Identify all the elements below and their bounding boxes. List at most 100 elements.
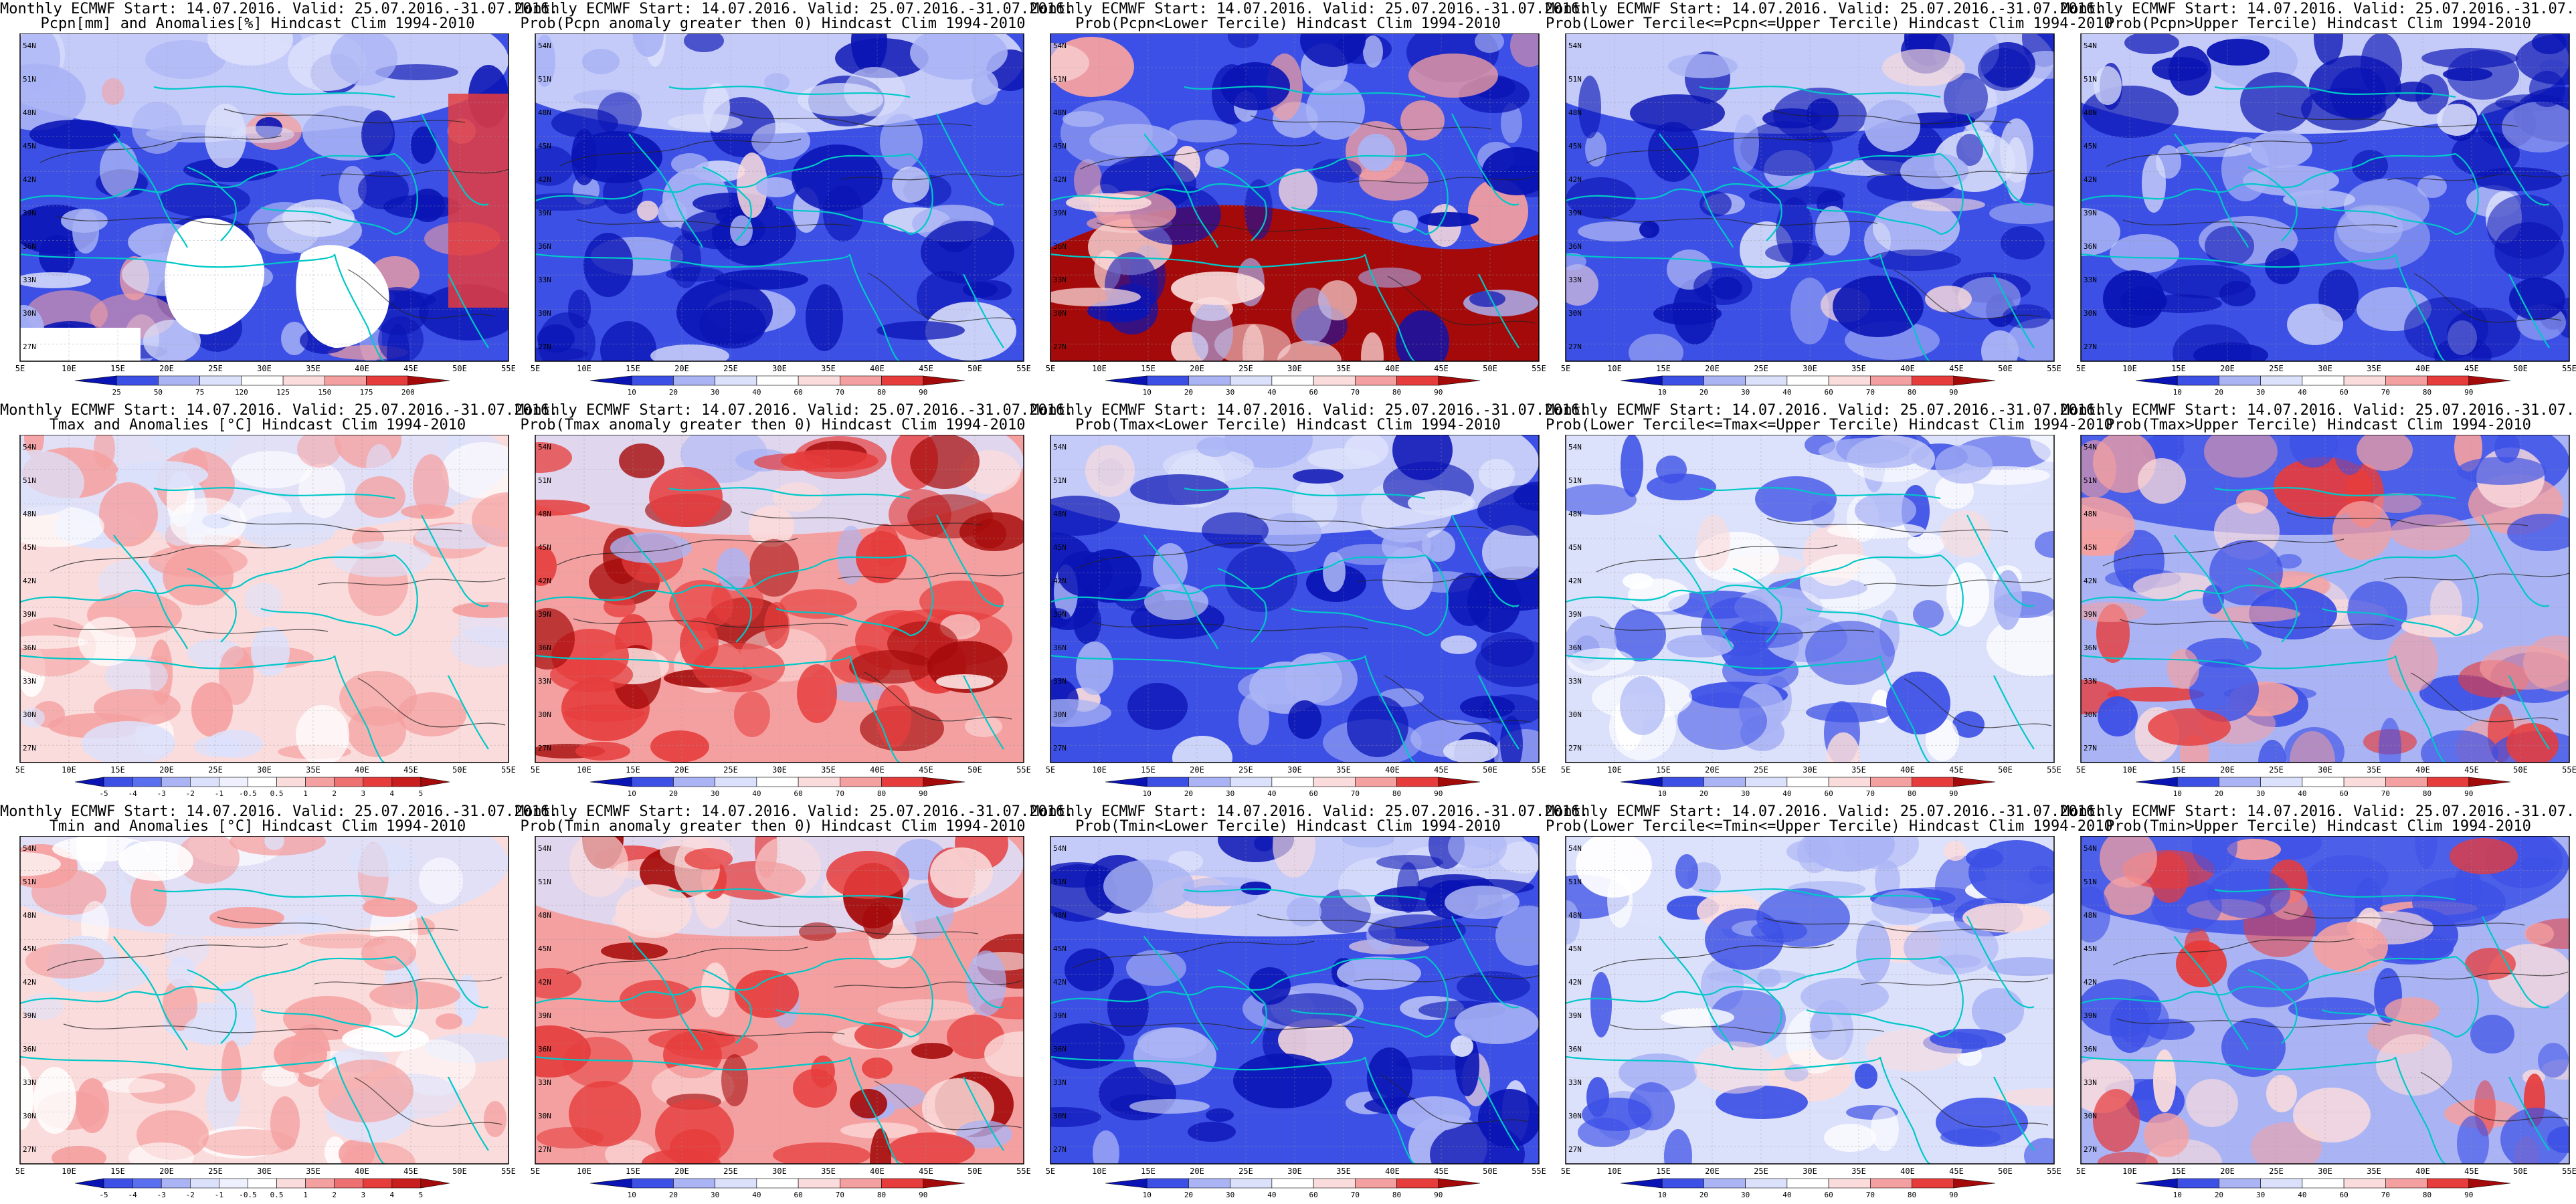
lon-tick-label: 35E: [1336, 364, 1351, 373]
colorbar-tick-label: -3: [157, 1191, 166, 1199]
lat-tick-label: 45N: [538, 944, 551, 953]
colorbar-tick-label: -5: [99, 1191, 108, 1199]
lat-tick-label: 27N: [1568, 342, 1582, 351]
map-panel-pcpn-middle: Monthly ECMWF Start: 14.07.2016. Valid: …: [1546, 0, 2113, 401]
lon-tick-label: 50E: [1998, 1167, 2013, 1176]
lat-tick-label: 54N: [1053, 443, 1067, 452]
colorbar: 25 50 75 120 125 150 175 200: [74, 375, 450, 397]
lon-tick-label: 30E: [1287, 364, 1302, 373]
lat-tick-label: 45N: [1053, 944, 1067, 953]
colorbar-tick-label: 10: [2173, 789, 2182, 798]
colorbar-tick-label: 125: [276, 388, 290, 397]
lat-tick-label: 54N: [538, 443, 551, 452]
lat-tick-label: 36N: [538, 242, 551, 251]
map-field: 54N 51N 48N 45N 42N 39N 36N 33N 30N 27N 5E 10E 15E 20…: [2076, 836, 2576, 1176]
colorbar-tick-label: 90: [2464, 789, 2473, 798]
colorbar-tick-label: -4: [128, 1191, 138, 1199]
lon-tick-label: 25E: [2269, 1167, 2284, 1176]
lat-tick-label: 42N: [1568, 175, 1582, 184]
lat-tick-label: 54N: [538, 844, 551, 853]
lon-tick-label: 15E: [1656, 765, 1671, 775]
lat-tick-label: 33N: [1053, 1078, 1067, 1087]
lat-tick-label: 54N: [1053, 41, 1067, 50]
map-field: 54N 51N 48N 45N 42N 39N 36N 33N 30N 27N 5E 10E 15E 20…: [1561, 33, 2061, 373]
colorbar-tick-label: 30: [1741, 1191, 1750, 1199]
lat-tick-label: 33N: [1053, 677, 1067, 686]
colorbar-tick-label: 75: [195, 388, 204, 397]
colorbar-tick-label: 60: [1309, 789, 1317, 798]
colorbar-tick-label: 30: [1741, 388, 1750, 397]
panel-header-line: Monthly ECMWF Start: 14.07.2016. Valid: …: [515, 1, 1074, 17]
lon-tick-label: 30E: [772, 1167, 787, 1176]
lon-tick-label: 5E: [2076, 765, 2086, 775]
lat-tick-label: 27N: [23, 744, 36, 752]
map-field: 54N 51N 48N 45N 42N 39N 36N 33N 30N 27N 5E 10E 15E 20…: [531, 435, 1030, 775]
lon-tick-label: 30E: [1287, 765, 1302, 775]
colorbar-tick-label: 10: [1143, 1191, 1152, 1199]
lat-tick-label: 51N: [1053, 75, 1067, 84]
lon-tick-label: 55E: [2562, 765, 2576, 775]
lat-tick-label: 30N: [1568, 1112, 1582, 1120]
colorbar-tick-label: 40: [1267, 789, 1276, 798]
lat-tick-label: 42N: [23, 577, 36, 585]
colorbar-tick-label: 5: [419, 1191, 424, 1199]
lon-tick-label: 15E: [2171, 364, 2186, 373]
colorbar-tick-label: 70: [1351, 1191, 1360, 1199]
lat-tick-label: 27N: [2084, 342, 2097, 351]
lat-tick-label: 48N: [1568, 108, 1582, 117]
map-field: 54N 51N 48N 45N 42N 39N 36N 33N 30N 27N 5E 10E 15E 20…: [1046, 836, 1546, 1176]
lat-tick-label: 39N: [538, 209, 551, 217]
colorbar-tick-label: 4: [390, 789, 395, 798]
lon-tick-label: 45E: [2464, 765, 2479, 775]
colorbar-tick-label: 1: [303, 789, 308, 798]
lon-tick-label: 10E: [62, 1167, 76, 1176]
lat-tick-label: 39N: [1053, 209, 1067, 217]
lat-tick-label: 48N: [23, 108, 36, 117]
lon-tick-label: 5E: [1561, 765, 1570, 775]
lat-tick-label: 36N: [538, 643, 551, 652]
lat-tick-label: 30N: [2084, 710, 2097, 719]
lon-tick-label: 45E: [919, 765, 933, 775]
lon-tick-label: 30E: [1803, 1167, 1817, 1176]
colorbar-tick-label: 50: [154, 388, 163, 397]
lon-tick-label: 10E: [1607, 364, 1622, 373]
lat-tick-label: 27N: [1053, 342, 1067, 351]
panel-subtitle: Prob(Lower Tercile<=Tmin<=Upper Tercile)…: [1546, 818, 2113, 835]
colorbar-tick-label: 60: [1824, 789, 1833, 798]
panel-header-line: Monthly ECMWF Start: 14.07.2016. Valid: …: [1030, 402, 1589, 419]
lat-tick-label: 45N: [1053, 142, 1067, 150]
lon-tick-label: 35E: [821, 364, 836, 373]
lon-tick-label: 10E: [1092, 765, 1107, 775]
lon-tick-label: 55E: [2562, 1167, 2576, 1176]
lon-tick-label: 50E: [452, 364, 467, 373]
lat-tick-label: 36N: [23, 242, 36, 251]
lon-tick-label: 5E: [1046, 364, 1055, 373]
lon-tick-label: 10E: [62, 765, 76, 775]
lon-tick-label: 20E: [1190, 765, 1204, 775]
map-panel-pcpn-anom: Monthly ECMWF Start: 14.07.2016. Valid: …: [0, 0, 558, 401]
lat-tick-label: 30N: [23, 309, 36, 318]
lat-tick-label: 54N: [1568, 41, 1582, 50]
lat-tick-label: 36N: [23, 1045, 36, 1054]
colorbar-tick-label: -2: [186, 789, 195, 798]
colorbar-tick-label: 60: [2339, 789, 2348, 798]
lon-tick-label: 25E: [723, 364, 738, 373]
panel-subtitle: Prob(Pcpn>Upper Tercile) Hindcast Clim 1…: [2106, 15, 2531, 32]
colorbar-tick-label: 40: [752, 789, 761, 798]
map-panel-tmin-upper: Monthly ECMWF Start: 14.07.2016. Valid: …: [2061, 803, 2576, 1204]
lat-tick-label: 33N: [538, 276, 551, 284]
lon-tick-label: 25E: [208, 1167, 223, 1176]
colorbar: 10 20 30 40 60 70 80 90: [1620, 375, 1996, 397]
lat-tick-label: 48N: [538, 911, 551, 920]
lon-tick-label: 40E: [870, 765, 885, 775]
lon-tick-label: 25E: [1238, 1167, 1253, 1176]
colorbar-tick-label: 120: [235, 388, 248, 397]
colorbar: 10 20 30 40 60 70 80 90: [1620, 777, 1996, 798]
lat-tick-label: 51N: [2084, 476, 2097, 485]
lon-tick-label: 55E: [501, 1167, 515, 1176]
map-panel-pcpn-lower: Monthly ECMWF Start: 14.07.2016. Valid: …: [1030, 0, 1588, 401]
lat-tick-label: 39N: [1568, 1011, 1582, 1020]
lon-tick-label: 5E: [15, 1167, 25, 1176]
colorbar-tick-label: 1: [303, 1191, 308, 1199]
lat-tick-label: 33N: [538, 677, 551, 686]
